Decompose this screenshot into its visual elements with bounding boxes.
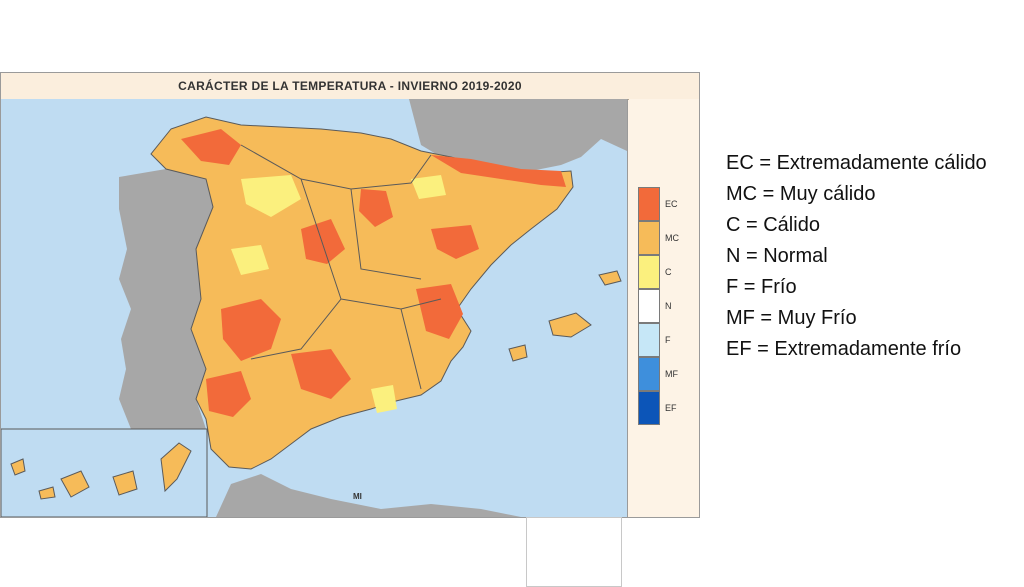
c-salamanca-patch — [231, 245, 269, 275]
key-item-mf: MF = Muy Frío — [726, 307, 857, 329]
ec-andalucia-patch — [291, 349, 351, 399]
legend-code-f: F — [665, 335, 671, 345]
legend-swatch-n — [638, 289, 660, 323]
legend-swatch-f — [638, 323, 660, 357]
temperature-map-figure: CARÁCTER DE LA TEMPERATURA - INVIERNO 20… — [0, 72, 700, 587]
legend-swatch-ec — [638, 187, 660, 221]
aemet-logo — [526, 517, 622, 587]
legend-swatch-ef — [638, 391, 660, 425]
map-area: MI — [1, 99, 628, 517]
legend-swatch-mf — [638, 357, 660, 391]
c-leon-patch — [241, 175, 301, 217]
ec-teruel-patch — [431, 225, 479, 259]
key-item-ec: EC = Extremadamente cálido — [726, 152, 987, 174]
legend-code-mf: MF — [665, 369, 678, 379]
ec-ebro-patch — [359, 189, 393, 227]
france-land — [409, 99, 627, 171]
portugal-land — [119, 169, 213, 454]
ec-pyrenees-patch — [431, 155, 566, 187]
legend-key-list: EC = Extremadamente cálido MC = Muy cáli… — [726, 148, 1022, 365]
ec-galicia-patch — [181, 129, 241, 165]
ec-madrid-patch — [301, 219, 345, 264]
legend-code-ef: EF — [665, 403, 677, 413]
africa-land — [216, 474, 521, 517]
legend-code-mc: MC — [665, 233, 679, 243]
region-borders — [240, 144, 442, 390]
key-item-mc: MC = Muy cálido — [726, 183, 876, 205]
c-almeria-patch — [371, 385, 397, 413]
legend-code-n: N — [665, 301, 672, 311]
ec-extremadura-patch — [221, 299, 281, 361]
legend-code-ec: EC — [665, 199, 678, 209]
spain-map-svg: MI — [1, 99, 627, 517]
key-item-ef: EF = Extremadamente frío — [726, 338, 962, 360]
menorca — [598, 270, 622, 286]
legend-swatch-c — [638, 255, 660, 289]
canary-island-5 — [160, 442, 192, 493]
canary-island-2 — [38, 486, 56, 500]
ibiza — [508, 344, 528, 362]
canary-island-3 — [60, 470, 90, 498]
legend-code-c: C — [665, 267, 672, 277]
key-item-n: N = Normal — [726, 245, 828, 267]
key-item-c: C = Cálido — [726, 214, 820, 236]
canary-island-4 — [112, 470, 138, 496]
legend-panel: EC MC C N F MF EF — [629, 99, 699, 517]
legend-swatch-mc — [638, 221, 660, 255]
canary-island-1 — [10, 458, 26, 476]
key-item-f: F = Frío — [726, 276, 797, 298]
map-title: CARÁCTER DE LA TEMPERATURA - INVIERNO 20… — [1, 73, 699, 100]
corner-label: MI — [353, 492, 362, 501]
mallorca — [548, 312, 592, 338]
ec-huelva-patch — [206, 371, 251, 417]
c-navarra-patch — [411, 175, 446, 199]
ec-valencia-patch — [416, 284, 463, 339]
